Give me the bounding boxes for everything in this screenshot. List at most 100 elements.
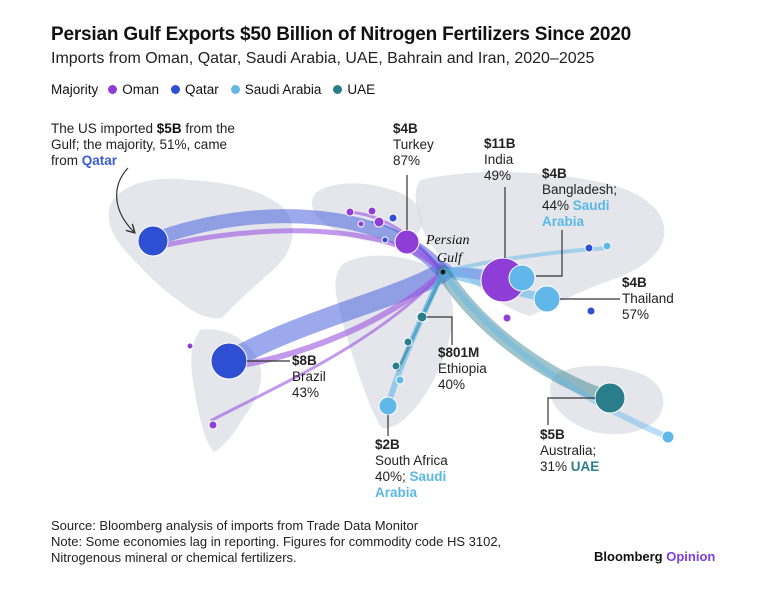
flow-africa-2 xyxy=(409,271,444,343)
hub-label-line2: Gulf xyxy=(437,251,464,266)
bubble-minor xyxy=(395,375,405,385)
annotation-brazil-pct: 43% xyxy=(292,385,320,400)
bubble-new-zealand xyxy=(661,430,675,444)
annotation-us-text-1: The US imported xyxy=(51,121,157,136)
source-note: Source: Bloomberg analysis of imports fr… xyxy=(51,518,419,533)
annotation-south-africa: $2B South Africa 40%; Saudi Arabia xyxy=(375,437,475,501)
flow-australia-uae xyxy=(436,265,617,405)
flow-us-oman xyxy=(150,228,446,275)
chart-subtitle: Imports from Oman, Qatar, Saudi Arabia, … xyxy=(51,50,595,67)
annotation-thailand-value: $4B xyxy=(622,275,647,290)
annotation-turkey-value: $4B xyxy=(393,121,418,136)
hub-label-line1: Persian xyxy=(425,233,470,248)
bubble-minor xyxy=(208,420,218,430)
annotation-india-pct: 49% xyxy=(484,168,512,183)
flow-brazil-oman xyxy=(217,269,446,371)
bubble-minor xyxy=(584,243,594,253)
legend-dot-uae xyxy=(333,85,343,94)
hub-dot xyxy=(440,269,446,275)
bubble-ethiopia xyxy=(416,311,428,323)
annotation-thailand-name: Thailand xyxy=(622,291,674,306)
annotation-turkey-pct: 87% xyxy=(393,153,421,168)
flow-australia-saudi xyxy=(440,269,671,440)
annotation-thailand-pct: 57% xyxy=(622,307,650,322)
legend-label-saudi-arabia: Saudi Arabia xyxy=(244,82,322,97)
bubble-turkey xyxy=(394,229,420,255)
chart-title: Persian Gulf Exports $50 Billion of Nitr… xyxy=(51,24,631,45)
leader-us xyxy=(116,167,134,232)
legend-item-uae: UAE xyxy=(333,82,375,97)
annotation-india: $11B India 49% xyxy=(484,136,516,184)
annotation-brazil-name: Brazil xyxy=(292,369,326,384)
annotation-thailand: $4B Thailand 57% xyxy=(622,275,674,323)
legend-dot-qatar xyxy=(171,85,181,94)
annotation-south-africa-country: Saudi Arabia xyxy=(375,469,447,500)
annotation-south-africa-pct: 40%; xyxy=(375,469,410,484)
annotation-ethiopia-name: Ethiopia xyxy=(438,361,487,376)
annotation-us-text-2: from the Gulf; the majority, 51%, came f… xyxy=(51,121,235,168)
legend-label-oman: Oman xyxy=(122,82,160,97)
annotation-india-name: India xyxy=(484,152,514,167)
annotation-bangladesh: $4B Bangladesh; 44% Saudi Arabia xyxy=(542,166,642,230)
legend-label-uae: UAE xyxy=(347,82,376,97)
annotation-bangladesh-pct: 44% xyxy=(542,198,573,213)
bubble-minor xyxy=(391,361,401,371)
leader-ethiopia xyxy=(427,316,453,345)
bubble-minor xyxy=(345,207,355,217)
leader-lines xyxy=(116,167,620,436)
legend-dot-oman xyxy=(108,85,118,94)
bubble-south-africa xyxy=(378,396,398,416)
annotation-brazil: $8B Brazil 43% xyxy=(292,353,326,401)
annotation-ethiopia-value: $801M xyxy=(438,345,480,360)
legend-item-saudi-arabia: Saudi Arabia xyxy=(230,82,322,97)
footnote: Note: Some economies lag in reporting. F… xyxy=(51,534,502,565)
bubble-minor xyxy=(373,216,385,228)
bubble-australia xyxy=(594,382,626,414)
leader-bangladesh xyxy=(536,230,563,277)
legend-item-qatar: Qatar xyxy=(171,82,219,97)
bubble-minor xyxy=(602,241,612,251)
landmass-north-america xyxy=(108,178,293,319)
annotation-us-value: $5B xyxy=(156,121,182,136)
annotation-brazil-value: $8B xyxy=(292,353,317,368)
bubble-minor xyxy=(586,306,596,316)
legend-item-oman: Oman xyxy=(108,82,159,97)
annotation-australia-name: Australia; xyxy=(540,443,597,458)
annotation-australia-value: $5B xyxy=(540,427,565,442)
brand-logo: Bloomberg Opinion xyxy=(594,549,715,564)
bubble-us xyxy=(137,225,169,257)
annotation-south-africa-value: $2B xyxy=(375,437,400,452)
annotation-south-africa-name: South Africa xyxy=(375,453,448,468)
bubble-minor xyxy=(367,206,377,216)
annotation-australia-pct: 31% xyxy=(540,459,571,474)
bubble-minor xyxy=(388,213,398,223)
bubble-minor xyxy=(403,337,413,347)
legend-dot-saudi-arabia xyxy=(230,85,240,94)
annotation-us: The US imported $5B from the Gulf; the m… xyxy=(51,121,251,169)
annotation-bangladesh-value: $4B xyxy=(542,166,567,181)
annotation-australia: $5B Australia; 31% UAE xyxy=(540,427,599,475)
leader-australia xyxy=(547,397,595,425)
annotation-ethiopia: $801M Ethiopia 40% xyxy=(438,345,487,393)
bubble-bangladesh xyxy=(508,264,536,292)
legend: Majority Oman Qatar Saudi Arabia UAE xyxy=(51,82,387,97)
bubble-minor xyxy=(381,236,389,244)
footer: Source: Bloomberg analysis of imports fr… xyxy=(51,518,571,566)
annotation-us-country: Qatar xyxy=(81,153,118,168)
flow-brazil-qatar xyxy=(219,262,453,371)
annotation-ethiopia-pct: 40% xyxy=(438,377,466,392)
legend-label-qatar: Qatar xyxy=(185,82,219,97)
annotation-australia-country: UAE xyxy=(570,459,600,474)
annotation-bangladesh-country: Saudi Arabia xyxy=(542,198,610,229)
bubble-minor xyxy=(502,313,512,323)
annotation-turkey: $4B Turkey 87% xyxy=(393,121,434,169)
flow-brazil-oman-2 xyxy=(210,270,445,422)
annotation-turkey-name: Turkey xyxy=(393,137,434,152)
bubble-minor xyxy=(186,342,194,350)
annotation-india-value: $11B xyxy=(484,136,516,151)
brand-name: Bloomberg xyxy=(594,549,663,564)
legend-lead: Majority xyxy=(51,82,99,97)
brand-suffix: Opinion xyxy=(666,549,716,564)
bubble-thailand xyxy=(533,285,561,313)
